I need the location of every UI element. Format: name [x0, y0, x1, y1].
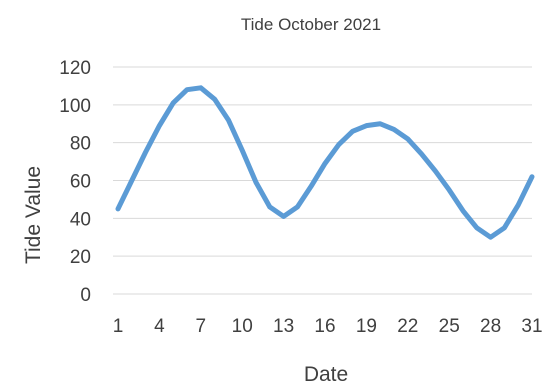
grid-lines	[113, 66, 532, 295]
x-tick-label: 4	[154, 316, 165, 337]
y-tick-label: 0	[80, 285, 91, 306]
x-tick-label: 19	[356, 316, 377, 337]
y-tick-label: 100	[59, 96, 91, 117]
series-line-0	[115, 85, 535, 240]
y-tick-label: 120	[59, 58, 91, 79]
x-tick-label: 7	[196, 316, 207, 337]
x-tick-label: 28	[480, 316, 501, 337]
y-tick-label: 40	[70, 209, 91, 230]
y-tick-labels: 0 20 40 60 80 100 120	[59, 58, 91, 306]
y-tick-label: 60	[70, 172, 91, 193]
y-tick-label: 20	[70, 247, 91, 268]
x-tick-label: 16	[314, 316, 335, 337]
x-tick-label: 31	[521, 316, 542, 337]
x-tick-label: 1	[113, 316, 124, 337]
y-tick-label: 80	[70, 134, 91, 155]
series-layer	[115, 85, 535, 240]
y-axis-label: Tide Value	[22, 166, 45, 264]
x-tick-label: 10	[232, 316, 253, 337]
x-tick-labels: 1 4 7 10 13 16 19 22 25 28 31	[113, 316, 543, 337]
x-axis-label: Date	[304, 363, 348, 383]
x-tick-label: 25	[439, 316, 460, 337]
x-tick-label: 13	[273, 316, 294, 337]
chart-title: Tide October 2021	[241, 15, 381, 34]
x-tick-label: 22	[397, 316, 418, 337]
